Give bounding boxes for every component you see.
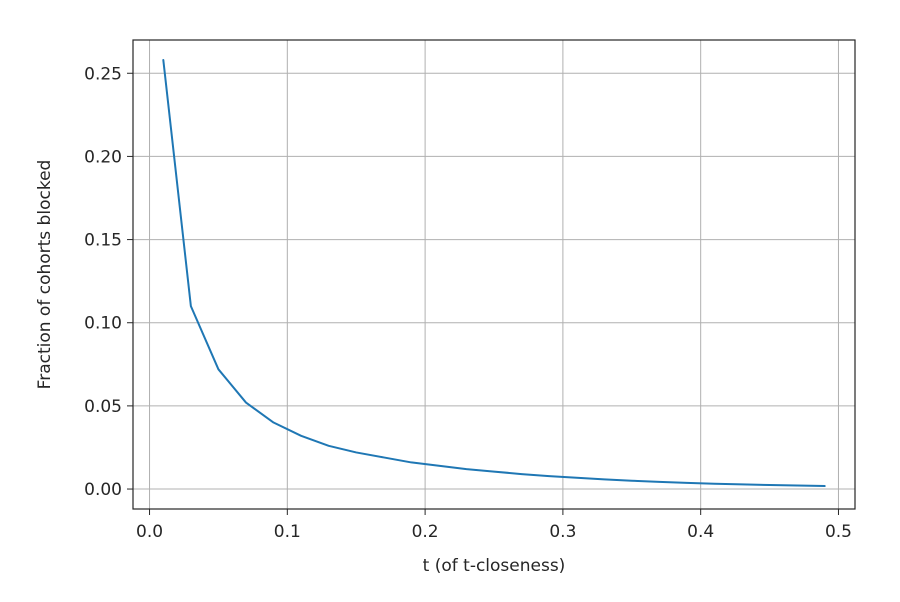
x-axis-label: t (of t-closeness) <box>423 556 566 576</box>
x-tick-label: 0.3 <box>549 522 576 542</box>
plot-frame <box>132 39 856 510</box>
x-tick-label: 0.5 <box>825 522 852 542</box>
y-tick-label: 0.10 <box>84 314 122 334</box>
y-axis-label: Fraction of cohorts blocked <box>35 160 55 390</box>
x-tick-label: 0.0 <box>136 522 163 542</box>
y-tick-label: 0.05 <box>84 397 122 417</box>
y-tick-label: 0.20 <box>84 147 122 167</box>
y-tick-label: 0.00 <box>84 480 122 500</box>
grid-lines <box>133 40 855 509</box>
x-tick-label: 0.1 <box>274 522 301 542</box>
y-tick-label: 0.25 <box>84 64 122 84</box>
y-tick-label: 0.15 <box>84 231 122 251</box>
x-tick-label: 0.2 <box>412 522 439 542</box>
x-tick-label: 0.4 <box>687 522 714 542</box>
series-line <box>162 58 826 488</box>
axis-ticks: 0.0 0.1 0.2 0.3 0.4 0.5 0.00 0.05 0.10 0.15 0.20 0.… <box>84 64 852 542</box>
series-layer <box>162 58 826 488</box>
